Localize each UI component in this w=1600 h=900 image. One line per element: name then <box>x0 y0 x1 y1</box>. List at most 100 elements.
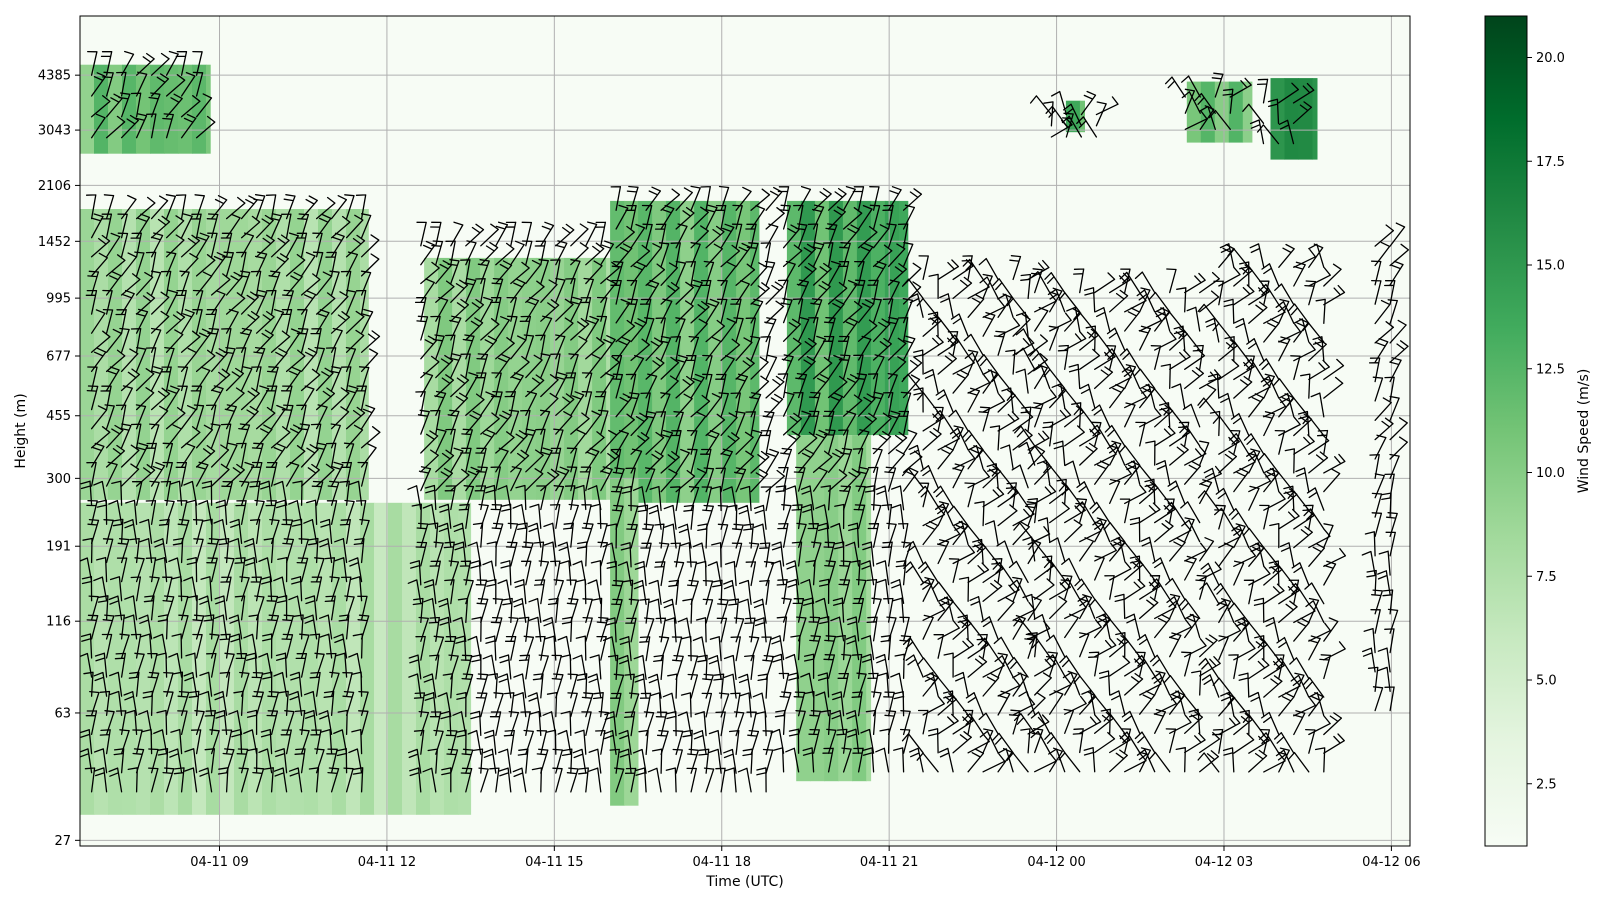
wind-barb <box>1248 749 1268 773</box>
wind-barb <box>887 186 902 211</box>
wind-barb <box>1062 671 1081 696</box>
wind-barb <box>630 432 650 455</box>
wind-barb <box>604 711 617 737</box>
heatmap-cell <box>94 209 109 500</box>
wind-barb <box>135 387 155 411</box>
wind-barb <box>615 336 631 362</box>
wind-barb <box>559 560 572 586</box>
wind-barb <box>1034 364 1048 390</box>
heatmap-cell <box>262 209 277 500</box>
wind-barb <box>1254 635 1265 661</box>
wind-barb <box>615 204 629 230</box>
wind-barb <box>1149 578 1171 600</box>
wind-barb <box>435 449 455 473</box>
wind-barb <box>610 186 622 211</box>
wind-barb <box>782 337 802 361</box>
wind-barb <box>240 387 260 411</box>
wind-barb <box>285 445 306 468</box>
y-axis-label: Height (m) <box>13 393 29 468</box>
wind-barb <box>162 595 175 621</box>
wind-barb <box>928 728 939 754</box>
wind-barb <box>1104 424 1126 447</box>
wind-barb <box>329 671 340 697</box>
wind-barb <box>805 560 816 586</box>
wind-barb <box>540 221 555 247</box>
wind-barb <box>632 486 647 512</box>
wind-barb <box>105 424 124 449</box>
wind-barb <box>1253 597 1265 624</box>
wind-barb <box>422 503 437 529</box>
wind-barb <box>797 448 815 473</box>
wind-barb <box>442 673 454 699</box>
wind-barb <box>407 748 422 774</box>
wind-barb <box>1222 747 1235 773</box>
wind-barb <box>792 597 805 623</box>
wind-barb <box>600 278 617 303</box>
wind-barb <box>1008 560 1029 584</box>
wind-barb <box>672 730 684 756</box>
wind-barb <box>901 541 912 567</box>
wind-barb <box>574 484 587 511</box>
wind-barb <box>185 652 198 678</box>
wind-barb <box>893 747 905 773</box>
wind-barb <box>1201 674 1220 698</box>
wind-barb <box>785 560 800 586</box>
wind-barb <box>105 349 126 373</box>
wind-barb <box>1079 619 1102 639</box>
wind-barb <box>851 653 863 679</box>
wind-barb <box>1094 272 1116 294</box>
wind-barb <box>200 576 213 602</box>
wind-barb <box>1139 312 1162 332</box>
wind-barb <box>1199 384 1217 409</box>
wind-barb <box>570 317 590 341</box>
wind-barb <box>344 595 355 621</box>
wind-barb <box>938 747 954 773</box>
heatmap-cell <box>694 200 709 503</box>
wind-barb <box>1323 376 1344 399</box>
wind-barb <box>759 429 772 455</box>
wind-barb <box>343 767 354 793</box>
wind-barb <box>1256 124 1280 145</box>
wind-barb <box>1292 82 1315 104</box>
wind-barb <box>1124 307 1141 332</box>
wind-barb <box>408 673 422 699</box>
wind-barb <box>139 538 153 564</box>
wind-barb <box>875 485 890 511</box>
wind-barb <box>480 223 499 247</box>
wind-barb <box>574 729 587 755</box>
wind-barb <box>1273 657 1295 680</box>
wind-barb <box>771 541 785 567</box>
wind-barb <box>887 337 907 361</box>
wind-barb <box>420 278 435 303</box>
wind-barb <box>690 185 701 211</box>
wind-barb <box>1083 747 1096 773</box>
wind-barb <box>225 442 238 468</box>
wind-barb <box>1049 747 1063 773</box>
wind-barb <box>922 427 942 451</box>
wind-barb <box>918 485 939 508</box>
wind-barb <box>992 278 1014 300</box>
wind-barb <box>588 767 602 793</box>
wind-barb <box>453 522 467 548</box>
wind-barb <box>984 520 999 546</box>
wind-barb <box>845 710 860 736</box>
wind-barb <box>270 234 290 258</box>
wind-barb <box>105 115 126 139</box>
wind-barb <box>648 504 662 530</box>
wind-barb <box>1124 672 1144 696</box>
wind-barb <box>491 277 504 303</box>
wind-barb <box>135 346 147 373</box>
plot-frame <box>79 15 1411 847</box>
wind-barb <box>1278 392 1295 418</box>
wind-barb <box>675 187 693 211</box>
wind-barb <box>566 767 579 793</box>
wind-barb <box>555 277 566 303</box>
wind-barb <box>967 374 991 394</box>
wind-barb <box>779 204 791 230</box>
wind-barb <box>1273 732 1295 754</box>
wind-barb <box>800 579 815 605</box>
wind-barb <box>270 443 287 468</box>
wind-barb <box>1155 460 1171 485</box>
heatmap-cell <box>164 64 179 154</box>
wind-barb <box>724 767 737 793</box>
